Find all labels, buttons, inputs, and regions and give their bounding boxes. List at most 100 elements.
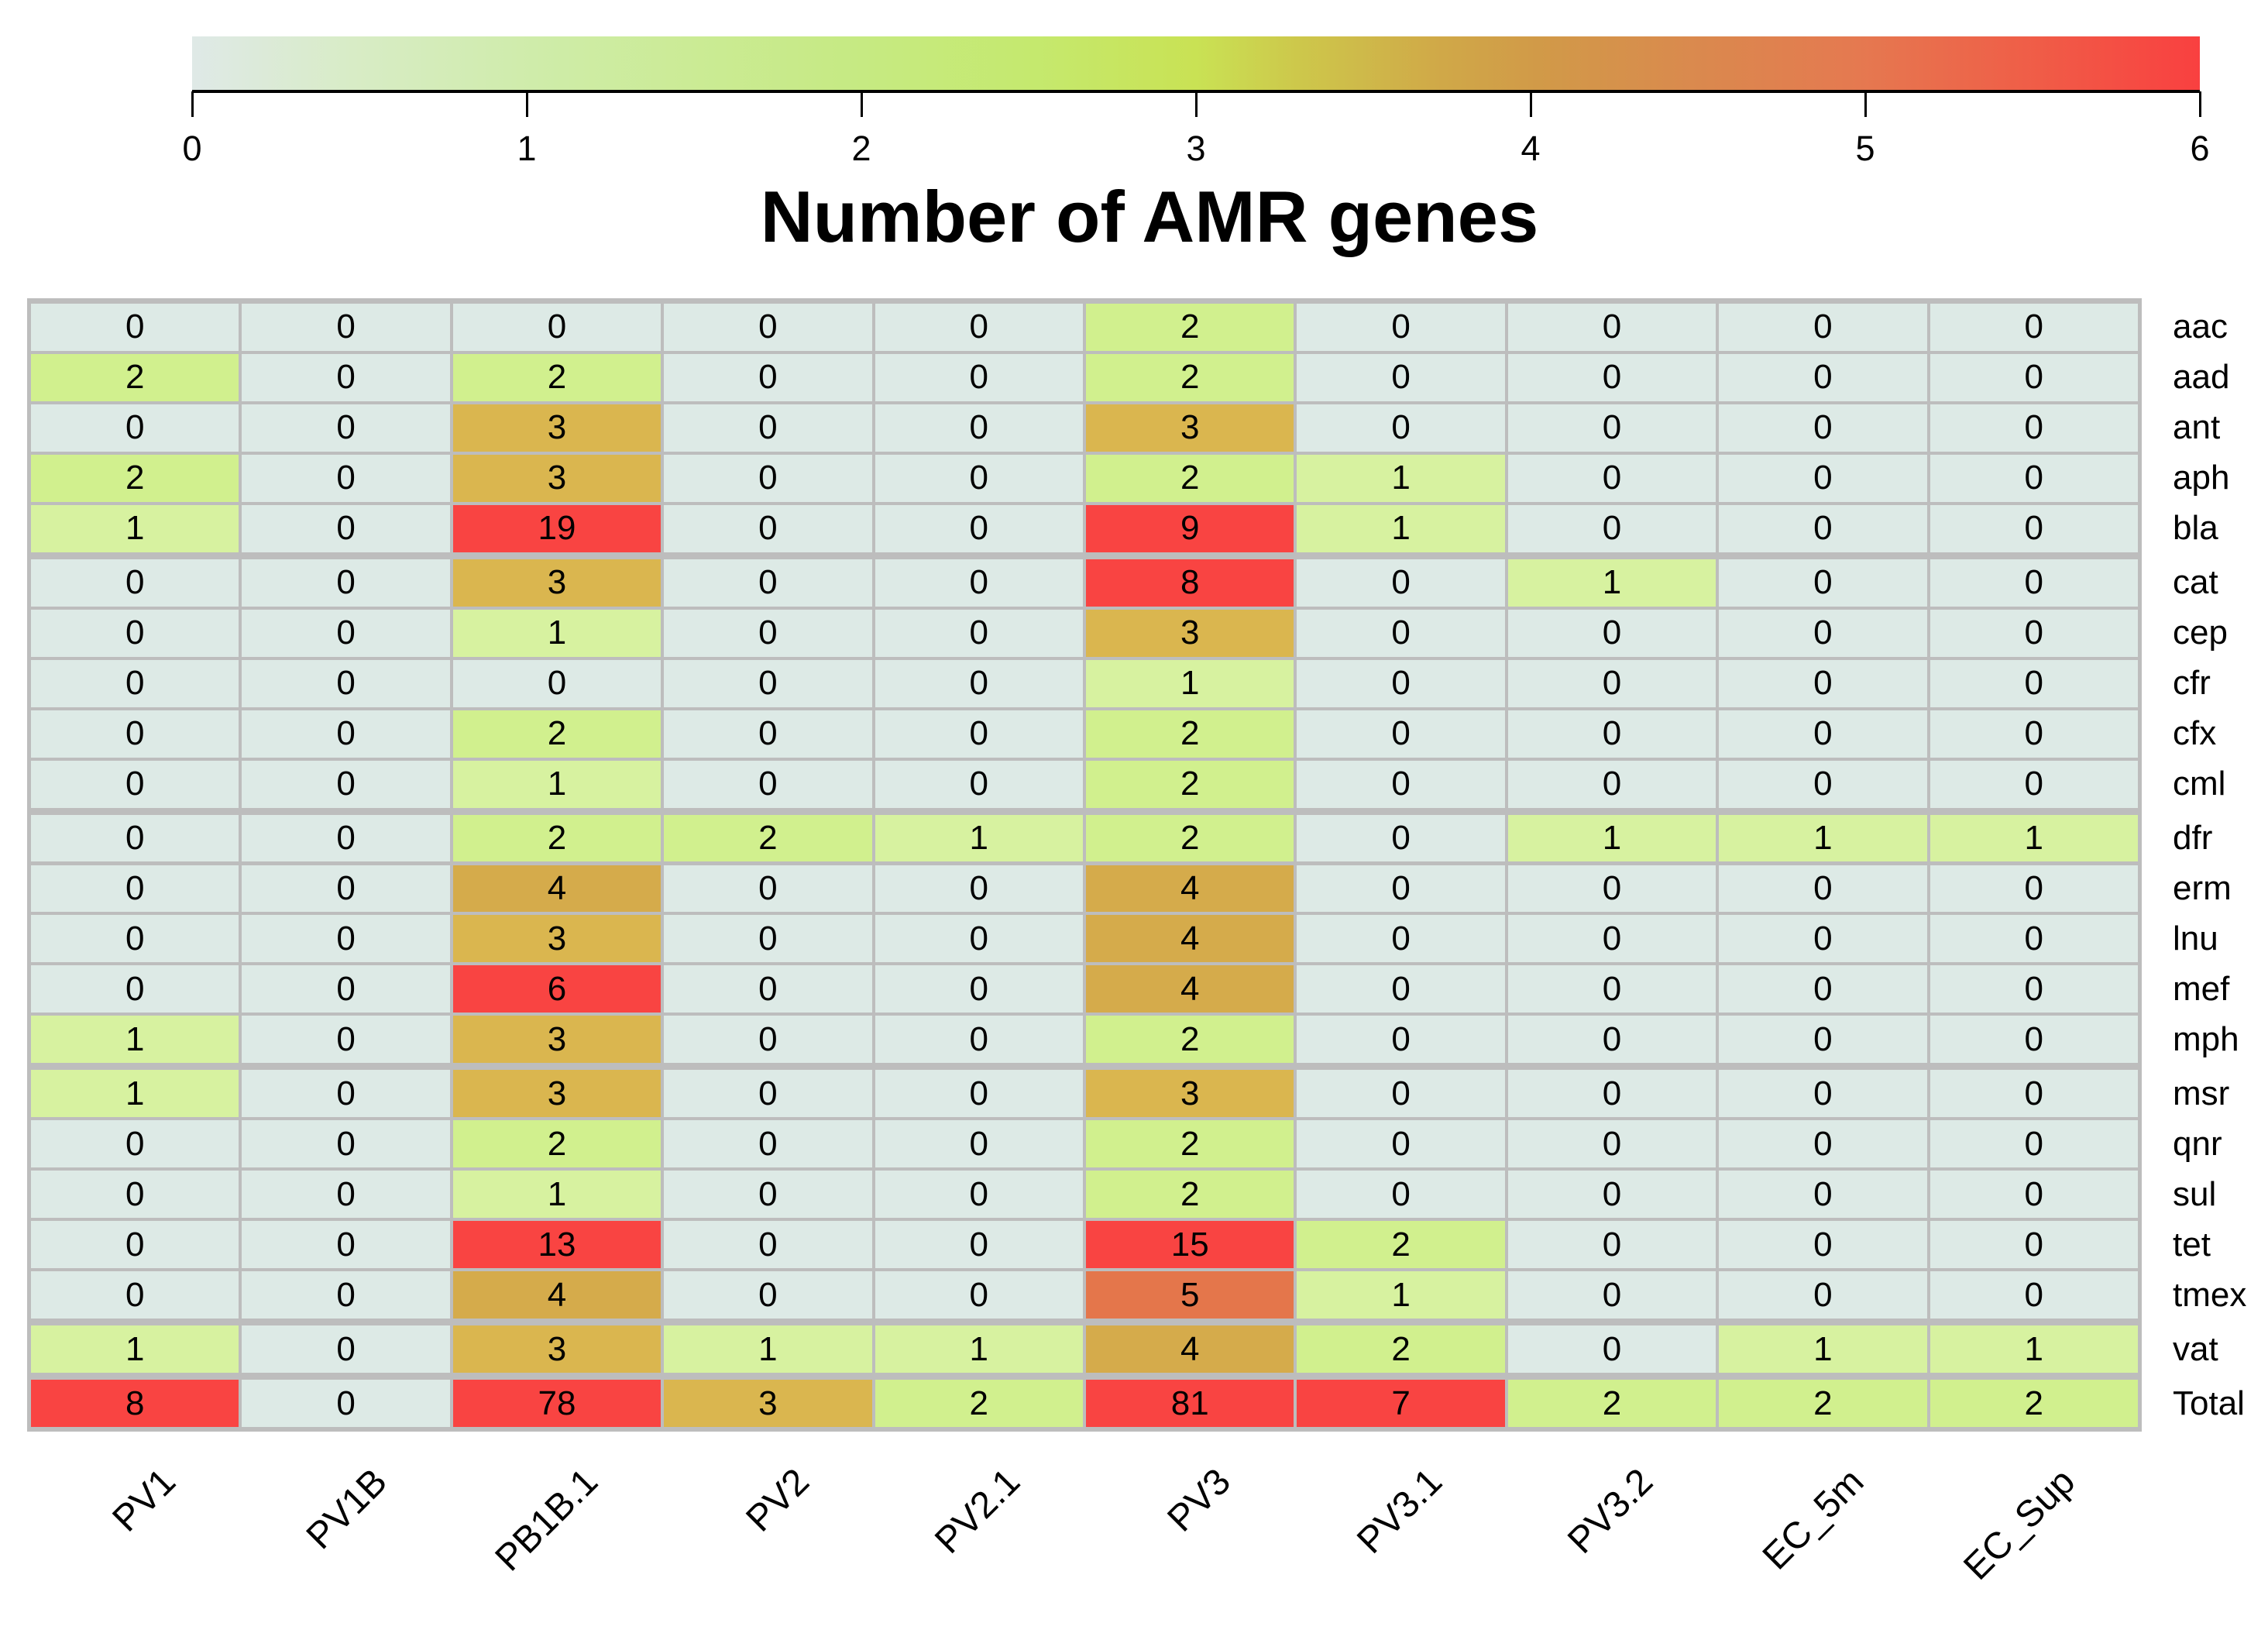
row-label: mef <box>2173 969 2230 1008</box>
heatmap-cell: 4 <box>1086 1325 1294 1374</box>
row-label: tet <box>2173 1225 2211 1264</box>
heatmap-cell: 0 <box>242 504 450 552</box>
heatmap-cell: 0 <box>31 915 239 963</box>
heatmap-cell: 0 <box>1507 609 1716 657</box>
heatmap-cell: 0 <box>31 814 239 862</box>
row-label: cml <box>2173 765 2226 803</box>
heatmap-cell: 0 <box>1507 404 1716 452</box>
heatmap-cell: 0 <box>1719 404 1927 452</box>
heatmap-cell: 0 <box>1507 454 1716 502</box>
heatmap-cell: 0 <box>1719 1016 1927 1064</box>
heatmap-cell: 0 <box>242 865 450 913</box>
heatmap-cell: 0 <box>1719 1120 1927 1168</box>
heatmap-cell: 0 <box>1719 710 1927 758</box>
heatmap-cell: 0 <box>1507 1171 1716 1219</box>
heatmap-cell: 0 <box>1719 609 1927 657</box>
heatmap-cell: 13 <box>452 1221 662 1269</box>
heatmap-cell: 0 <box>664 659 872 707</box>
heatmap-cell: 0 <box>1297 760 1505 808</box>
row-label: Total <box>2173 1384 2245 1422</box>
row-label: aac <box>2173 308 2228 346</box>
heatmap-cell: 0 <box>875 304 1083 351</box>
heatmap-cell: 0 <box>1507 304 1716 351</box>
heatmap-cell: 0 <box>1719 1070 1927 1118</box>
heatmap-cell: 0 <box>242 1016 450 1064</box>
heatmap-cell: 1 <box>1507 559 1716 607</box>
heatmap-cell: 1 <box>1930 814 2138 862</box>
heatmap-cell: 0 <box>1930 710 2138 758</box>
colorbar-tick <box>191 91 194 117</box>
heatmap-cell: 0 <box>1297 1171 1505 1219</box>
heatmap-cell: 6 <box>452 965 662 1013</box>
heatmap-cell: 0 <box>1297 710 1505 758</box>
heatmap-cell: 1 <box>452 609 662 657</box>
heatmap-cell: 1 <box>1507 814 1716 862</box>
heatmap-cell: 0 <box>1719 454 1927 502</box>
heatmap-cell: 2 <box>1086 814 1294 862</box>
heatmap-cell: 8 <box>1086 559 1294 607</box>
heatmap-cell: 0 <box>1297 559 1505 607</box>
heatmap-cell: 4 <box>1086 915 1294 963</box>
heatmap-cell: 0 <box>1297 965 1505 1013</box>
heatmap-cell: 0 <box>31 965 239 1013</box>
colorbar-tick-label: 4 <box>1521 129 1541 168</box>
heatmap-cell: 0 <box>1297 609 1505 657</box>
heatmap-cell: 0 <box>242 659 450 707</box>
heatmap-cell: 0 <box>31 659 239 707</box>
heatmap-cell: 1 <box>1297 454 1505 502</box>
heatmap-cell: 1 <box>875 814 1083 862</box>
heatmap-cell: 0 <box>1930 865 2138 913</box>
heatmap-cell: 7 <box>1297 1380 1505 1427</box>
column-label: PV1 <box>105 1460 184 1540</box>
heatmap-cell: 0 <box>1930 1271 2138 1319</box>
heatmap-cell: 0 <box>1297 814 1505 862</box>
heatmap-cell: 0 <box>1297 865 1505 913</box>
heatmap-cell: 0 <box>1507 760 1716 808</box>
heatmap-cell: 0 <box>1930 1221 2138 1269</box>
heatmap-cell: 0 <box>1930 1016 2138 1064</box>
heatmap-cell: 2 <box>452 353 662 401</box>
heatmap-cell: 0 <box>242 710 450 758</box>
heatmap-cell: 0 <box>1930 1171 2138 1219</box>
heatmap-cell: 0 <box>1930 609 2138 657</box>
column-label: PV2.1 <box>927 1460 1029 1562</box>
heatmap-cell: 3 <box>452 915 662 963</box>
heatmap-cell: 0 <box>1930 965 2138 1013</box>
heatmap-cell: 0 <box>1930 454 2138 502</box>
heatmap-cell: 0 <box>875 1016 1083 1064</box>
heatmap-cell: 0 <box>242 304 450 351</box>
heatmap-cell: 0 <box>664 1221 872 1269</box>
heatmap-cell: 0 <box>664 304 872 351</box>
heatmap-cell: 0 <box>875 353 1083 401</box>
heatmap-cell: 0 <box>31 1120 239 1168</box>
colorbar-tick-label: 3 <box>1186 129 1206 168</box>
heatmap-cell: 0 <box>1719 353 1927 401</box>
heatmap-cell: 0 <box>31 865 239 913</box>
heatmap-cell: 0 <box>1930 353 2138 401</box>
colorbar-tick <box>1195 91 1198 117</box>
row-label: erm <box>2173 868 2232 907</box>
heatmap-cell: 0 <box>1719 965 1927 1013</box>
heatmap-cell: 0 <box>1930 760 2138 808</box>
heatmap-cell: 0 <box>242 915 450 963</box>
row-label: tmex <box>2173 1275 2247 1314</box>
heatmap-cell: 0 <box>1297 1120 1505 1168</box>
heatmap-cell: 0 <box>664 965 872 1013</box>
heatmap-cell: 0 <box>875 454 1083 502</box>
colorbar-tick-label: 1 <box>517 129 537 168</box>
heatmap-cell: 3 <box>664 1380 872 1427</box>
heatmap-cell: 0 <box>664 1171 872 1219</box>
colorbar-tick-label: 0 <box>182 129 202 168</box>
heatmap-cell: 78 <box>452 1380 662 1427</box>
colorbar-tick <box>526 91 528 117</box>
heatmap-cell: 2 <box>1086 304 1294 351</box>
heatmap-cell: 2 <box>1930 1380 2138 1427</box>
heatmap-cell: 0 <box>242 1070 450 1118</box>
heatmap-cell: 1 <box>452 1171 662 1219</box>
column-label: EC_5m <box>1755 1460 1872 1578</box>
row-label: lnu <box>2173 919 2218 958</box>
heatmap-cell: 0 <box>875 865 1083 913</box>
heatmap-cell: 0 <box>1297 404 1505 452</box>
heatmap-cell: 0 <box>1719 865 1927 913</box>
colorbar-tick-label: 2 <box>851 129 871 168</box>
